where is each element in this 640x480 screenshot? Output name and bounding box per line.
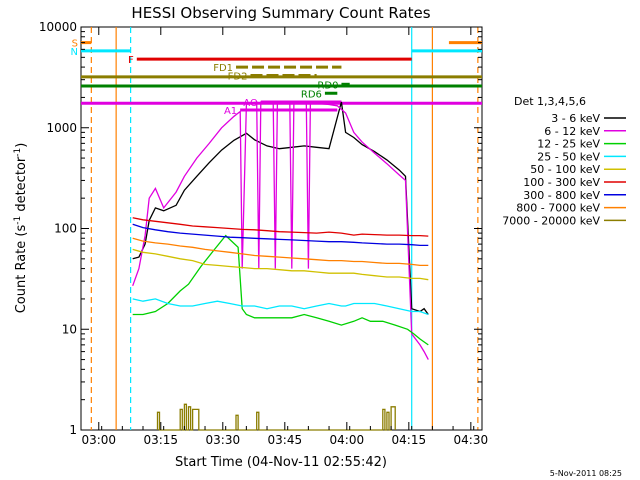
series-line — [132, 298, 429, 316]
legend-entry-label: 3 - 6 keV — [551, 112, 600, 125]
flag-label: FD1 — [213, 63, 233, 74]
series-line — [132, 248, 429, 281]
legend-entry-label: 100 - 300 keV — [523, 176, 600, 189]
flag-label: S — [72, 39, 78, 50]
x-tick-label: 04:15 — [392, 433, 427, 447]
y-axis-label: Count Rate (s-1 detector-1) — [13, 143, 29, 314]
x-tick-label: 03:45 — [268, 433, 303, 447]
legend-entry-label: 50 - 100 keV — [530, 163, 600, 176]
x-tick-label: 03:30 — [206, 433, 241, 447]
legend-entry-label: 800 - 7000 keV — [516, 202, 600, 215]
y-tick-label: 10 — [62, 322, 77, 336]
legend-entry-label: 7000 - 20000 keV — [502, 214, 600, 227]
y-tick-label: 10000 — [39, 20, 77, 34]
series-line — [156, 403, 396, 431]
y-tick-label: 1000 — [46, 121, 77, 135]
series-line — [132, 234, 429, 346]
plot-frame — [80, 26, 483, 431]
legend-title: Det 1,3,4,5,6 — [514, 95, 586, 108]
legend-entry-label: 25 - 50 keV — [537, 150, 600, 163]
y-tick-label: 100 — [54, 222, 77, 236]
legend-entry-label: 6 - 12 keV — [544, 125, 600, 138]
flag-label: F — [128, 55, 134, 66]
x-tick-label: 04:00 — [330, 433, 365, 447]
x-tick-label: 03:15 — [143, 433, 178, 447]
footer-date: 5-Nov-2011 08:25 — [550, 469, 622, 478]
series-line — [132, 237, 429, 267]
legend-entry-label: 300 - 800 keV — [523, 189, 600, 202]
flag-label: RD0 — [317, 80, 338, 91]
series-line — [132, 101, 429, 360]
flag-label: N — [71, 47, 78, 58]
flag-label: A1 — [224, 106, 237, 117]
x-axis-label: Start Time (04-Nov-11 02:55:42) — [175, 455, 387, 470]
chart-title: HESSI Observing Summary Count Rates — [131, 4, 430, 22]
y-tick-label: 1 — [69, 423, 77, 437]
plot-area: SNFFD1FD2RD0RD6AOA1 03:0003:1503:3003:45… — [39, 20, 488, 447]
legend-entry-label: 12 - 25 keV — [537, 138, 600, 151]
series-line — [132, 217, 429, 237]
series-line — [132, 101, 429, 315]
x-tick-label: 03:00 — [81, 433, 116, 447]
series-line — [132, 223, 429, 247]
x-tick-label: 04:30 — [454, 433, 489, 447]
flag-label: RD6 — [301, 89, 322, 100]
